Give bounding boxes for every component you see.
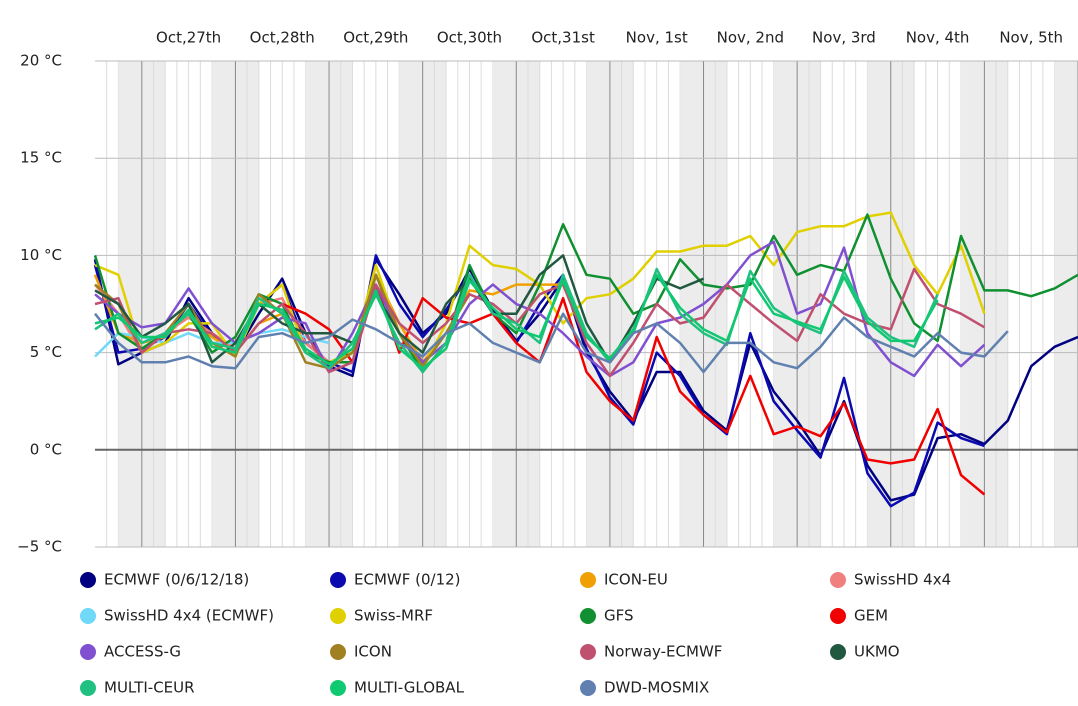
legend-label[interactable]: UKMO <box>854 643 900 661</box>
legend-label[interactable]: SwissHD 4x4 (ECMWF) <box>104 607 274 625</box>
legend-label[interactable]: GEM <box>854 607 888 625</box>
y-tick-label: 0 °C <box>30 440 62 458</box>
legend-label[interactable]: ICON <box>354 643 392 661</box>
legend-marker <box>80 608 96 624</box>
series-line <box>94 267 939 374</box>
background <box>106 61 1078 547</box>
x-tick-label: Nov, 4th <box>906 29 970 47</box>
legend-label[interactable]: GFS <box>604 607 634 625</box>
legend-marker <box>830 608 846 624</box>
y-tick-label: 20 °C <box>20 52 62 70</box>
series-line <box>94 267 986 378</box>
legend-marker <box>830 644 846 660</box>
legend-label[interactable]: Norway-ECMWF <box>604 643 722 661</box>
x-tick-label: Nov, 2nd <box>717 29 784 47</box>
legend-marker <box>580 572 596 588</box>
legend-marker <box>830 572 846 588</box>
y-tick-label: −5 °C <box>17 538 62 556</box>
legend-label[interactable]: Swiss-MRF <box>354 607 433 625</box>
x-tick-label: Nov, 5th <box>999 29 1063 47</box>
x-tick-label: Nov, 3rd <box>812 29 876 47</box>
night-band <box>1054 61 1078 547</box>
legend-label[interactable]: MULTI-CEUR <box>104 679 195 697</box>
x-tick-label: Nov, 1st <box>626 29 688 47</box>
x-tick-label: Oct,28th <box>250 29 315 47</box>
x-tick-label: Oct,29th <box>343 29 408 47</box>
y-tick-label: 10 °C <box>20 246 62 264</box>
legend-label[interactable]: DWD-MOSMIX <box>604 679 709 697</box>
legend-label[interactable]: ACCESS-G <box>104 643 181 661</box>
series-line <box>281 283 986 496</box>
x-tick-label: Oct,31st <box>531 29 595 47</box>
legend-marker <box>580 680 596 696</box>
legend-marker <box>80 680 96 696</box>
legend-marker <box>330 572 346 588</box>
legend-marker <box>580 608 596 624</box>
legend-label[interactable]: MULTI-GLOBAL <box>354 679 465 697</box>
series-lines <box>93 211 1078 508</box>
y-tick-label: 15 °C <box>20 149 62 167</box>
legend: ECMWF (0/6/12/18) ECMWF (0/12) ICON-EU Swis… <box>80 571 951 697</box>
series-line <box>94 240 986 378</box>
legend-marker <box>580 644 596 660</box>
legend-label[interactable]: SwissHD 4x4 <box>854 571 951 589</box>
x-tick-label: Oct,27th <box>156 29 221 47</box>
legend-label[interactable]: ECMWF (0/6/12/18) <box>104 571 249 589</box>
legend-label[interactable]: ICON-EU <box>604 571 668 589</box>
legend-marker <box>330 680 346 696</box>
legend-marker <box>330 644 346 660</box>
legend-marker <box>80 572 96 588</box>
y-tick-label: 5 °C <box>30 343 62 361</box>
grid: −5 °C 0 °C 5 °C 10 °C 15 °C 20 °C Oct,27th Oct,… <box>17 29 1078 556</box>
legend-marker <box>80 644 96 660</box>
series-line <box>94 312 1009 374</box>
legend-label[interactable]: ECMWF (0/12) <box>354 571 461 589</box>
legend-marker <box>330 608 346 624</box>
series-line <box>94 273 939 370</box>
x-tick-label: Oct,30th <box>437 29 502 47</box>
